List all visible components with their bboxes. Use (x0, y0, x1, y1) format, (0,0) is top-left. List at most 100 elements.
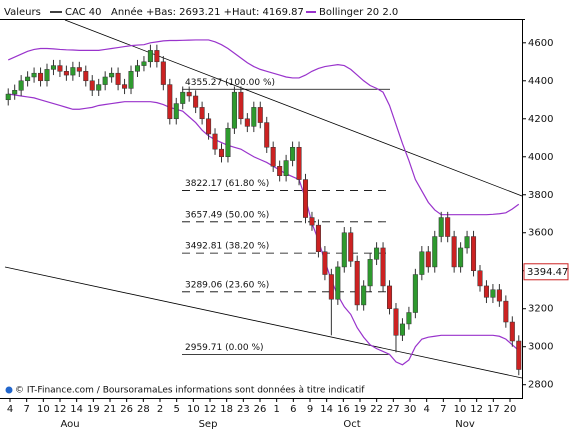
last-price: 3394.47 (527, 267, 568, 278)
x-tick-label: 23 (237, 404, 250, 415)
trend-line (64, 19, 523, 197)
x-tick-label: 26 (120, 404, 133, 415)
candle-body (451, 236, 457, 268)
candle-body (477, 270, 483, 287)
candle-body (76, 67, 82, 72)
x-tick-label: 4 (423, 404, 429, 415)
candle-body (425, 251, 431, 268)
candle-body (516, 340, 522, 370)
candle-body (503, 300, 509, 323)
candle-body (102, 76, 108, 85)
candle-body (296, 147, 302, 180)
candle-body (438, 217, 444, 237)
bollinger-band (8, 93, 520, 366)
x-tick-label: 17 (487, 404, 500, 415)
y-tick-label: 3200 (528, 304, 553, 315)
trend-line (4, 266, 523, 379)
y-tick-label: 4600 (528, 38, 553, 49)
candle-body (63, 71, 69, 76)
x-tick-label: 9 (307, 404, 313, 415)
x-tick-label: 7 (440, 404, 446, 415)
x-tick-label: 21 (104, 404, 117, 415)
x-tick-label: 28 (137, 404, 150, 415)
candle-body (225, 128, 231, 158)
candle-body (290, 147, 296, 161)
candle-body (270, 147, 276, 167)
candle-body (406, 312, 412, 325)
candle-body (12, 90, 18, 95)
month-label: Nov (455, 419, 475, 430)
x-tick-label: 22 (370, 404, 383, 415)
bollinger-band (7, 39, 520, 216)
candle-body (18, 80, 24, 91)
candle-body (412, 274, 418, 313)
candle-body (322, 251, 328, 275)
candle-body (238, 91, 244, 120)
candle-body (432, 236, 438, 268)
candle-body (199, 107, 205, 120)
x-tick-label: 19 (87, 404, 100, 415)
candle-body (128, 71, 134, 89)
candle-body (348, 232, 354, 262)
candle-body (244, 118, 250, 127)
y-tick-label: 3800 (528, 190, 553, 201)
last-price-box (523, 263, 569, 281)
candle-body (193, 95, 199, 108)
candle-body (464, 236, 470, 249)
candle-body (44, 69, 50, 82)
year-range: Année +Bas: 2693.21 +Haut: 4169.87 (111, 6, 304, 18)
x-tick-label: 12 (54, 404, 67, 415)
candle-body (160, 61, 166, 85)
legend-label: Valeurs (4, 7, 41, 18)
candle-body (251, 107, 257, 127)
candle-body (134, 65, 140, 72)
candle-body (445, 217, 451, 237)
candle-body (5, 93, 11, 101)
candle-body (328, 274, 334, 300)
y-tick-label: 3600 (528, 228, 553, 239)
candle-body (154, 50, 160, 63)
x-tick-label: 14 (70, 404, 83, 415)
candle-body (277, 166, 283, 177)
candle-body (257, 107, 263, 123)
x-tick-label: 19 (354, 404, 367, 415)
fib-label: 3492.81 (38.20 %) (185, 242, 269, 252)
candle-body (180, 91, 186, 104)
x-tick-label: 20 (504, 404, 517, 415)
x-tick-label: 18 (220, 404, 233, 415)
fib-label: 3657.49 (50.00 %) (185, 210, 269, 220)
candle-body (122, 84, 128, 89)
x-tick-label: 1 (273, 404, 279, 415)
candle-body (173, 103, 179, 120)
fib-label: 4355.27 (100.00 %) (185, 78, 275, 88)
candle-body (380, 247, 386, 287)
x-tick-label: 14 (320, 404, 333, 415)
x-tick-label: 7 (23, 404, 29, 415)
candle-body (115, 72, 121, 85)
legend-entry: Bollinger 20 2.0 (319, 7, 398, 18)
x-tick-label: 26 (254, 404, 267, 415)
candle-body (361, 285, 367, 306)
candle-body (89, 80, 95, 91)
x-tick-label: 2 (157, 404, 163, 415)
month-label: Aou (60, 419, 79, 430)
candle-body (302, 179, 309, 218)
candle-body (309, 217, 315, 226)
candle-body (50, 65, 56, 70)
candle-body (374, 247, 380, 260)
x-tick-label: 6 (290, 404, 296, 415)
x-tick-label: 12 (470, 404, 483, 415)
x-tick-label: 16 (337, 404, 350, 415)
fib-label: 3289.06 (23.60 %) (185, 280, 269, 290)
candle-body (283, 160, 289, 177)
candle-body (367, 259, 373, 287)
footer-icon (5, 386, 13, 394)
fib-label: 2959.71 (0.00 %) (185, 343, 264, 353)
month-label: Oct (343, 419, 360, 430)
candle-body (218, 148, 225, 158)
y-tick-label: 3000 (528, 342, 553, 353)
candle-body (212, 133, 218, 150)
candle-body (393, 308, 399, 336)
x-tick-label: 10 (454, 404, 467, 415)
